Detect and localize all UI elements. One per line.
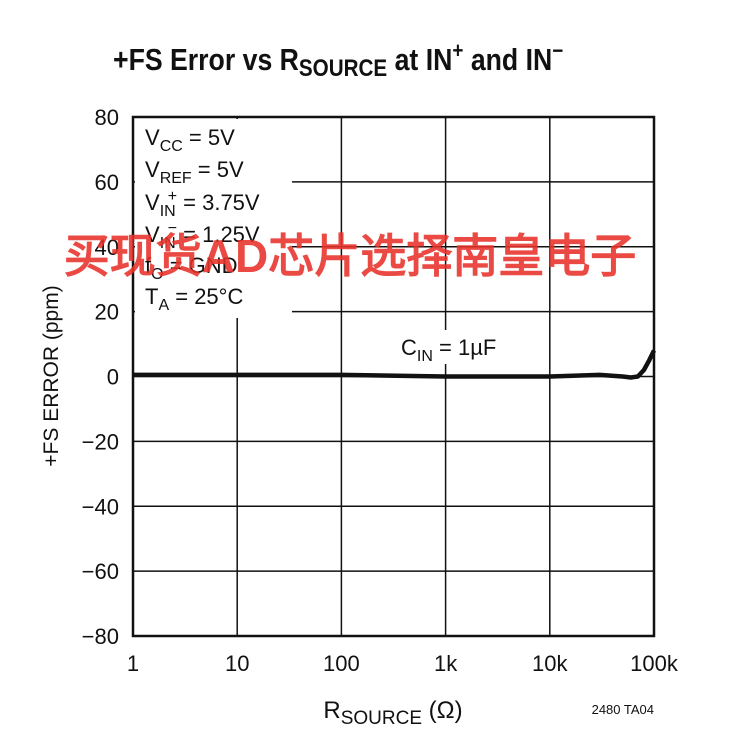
y-tick-label: 0 (107, 365, 119, 390)
annotation: TA = 25°C (145, 284, 243, 314)
title-part: at IN (387, 43, 452, 77)
annotation: VIN+ = 3.75V (145, 188, 260, 220)
title-part: + (452, 39, 463, 64)
curve-label-bg (395, 330, 515, 364)
ann-part: = 5V (192, 157, 244, 182)
ann-part: T (145, 284, 158, 309)
ann-part: = GND (164, 253, 238, 278)
annotation: VCC = 5V (145, 125, 235, 155)
y-tick-label: −60 (82, 559, 119, 584)
y-axis-label: +FS ERROR (ppm) (40, 285, 63, 466)
label-part: = 1µF (433, 335, 496, 360)
x-tick-label: 1 (127, 651, 139, 676)
ann-part: CC (160, 138, 183, 155)
annotation-box (135, 119, 292, 318)
y-tick-label: 20 (95, 300, 119, 325)
y-tick-label: −20 (82, 429, 119, 454)
ann-part: = 3.75V (177, 190, 260, 215)
annotation: VIN− = 1.25V (145, 220, 260, 252)
annotation: VREF = 5V (145, 157, 244, 187)
ann-part: V (145, 125, 160, 150)
label-part: (Ω) (422, 697, 463, 724)
label-part: IN (417, 348, 433, 365)
title-part: +FS Error vs R (113, 43, 299, 77)
label-part: SOURCE (341, 708, 422, 729)
ann-part: = 1.25V (177, 222, 260, 247)
ann-part: REF (160, 170, 192, 187)
ann-part: A (158, 297, 169, 314)
ann-part: IN (160, 203, 176, 220)
y-tick-label: −80 (82, 624, 119, 649)
annotation: fO = GND (145, 253, 238, 283)
ann-part: = 5V (183, 125, 235, 150)
x-tick-label: 100k (630, 651, 679, 676)
ann-part: V (145, 190, 160, 215)
title-part: and IN (463, 43, 552, 77)
x-axis-label: RSOURCE (Ω) (323, 697, 462, 729)
x-tick-label: 100 (323, 651, 360, 676)
ann-part: IN (160, 235, 176, 252)
y-tick-label: −40 (82, 494, 119, 519)
title-part: − (552, 39, 563, 64)
label-part: C (401, 335, 417, 360)
ann-part: + (168, 188, 177, 205)
curve-label: CIN = 1µF (401, 335, 496, 365)
figure-note: 2480 TA04 (592, 702, 654, 717)
label-part: R (323, 697, 340, 724)
x-tick-label: 10k (532, 651, 568, 676)
title-text: +FS Error vs RSOURCE at IN+ and IN− (113, 39, 563, 82)
ann-part: − (168, 220, 177, 237)
ann-part: O (151, 266, 163, 283)
chart-title: +FS Error vs RSOURCE at IN+ and IN− (113, 39, 563, 82)
ann-part: = 25°C (169, 284, 243, 309)
x-tick-label: 10 (225, 651, 249, 676)
data-line (133, 349, 657, 380)
ann-part: V (145, 157, 160, 182)
ann-part: f (145, 253, 152, 278)
y-tick-label: 60 (95, 170, 119, 195)
y-tick-label: 80 (95, 105, 119, 130)
y-tick-label: 40 (95, 235, 119, 260)
x-tick-label: 1k (434, 651, 458, 676)
title-part: SOURCE (299, 55, 387, 82)
watermark: 买现货AD芯片选择南皇电子 (64, 230, 636, 282)
ann-part: V (145, 222, 160, 247)
overlay: VCC = 5V VREF = 5V VIN+ = 3.75V VIN− = 1… (40, 119, 654, 729)
